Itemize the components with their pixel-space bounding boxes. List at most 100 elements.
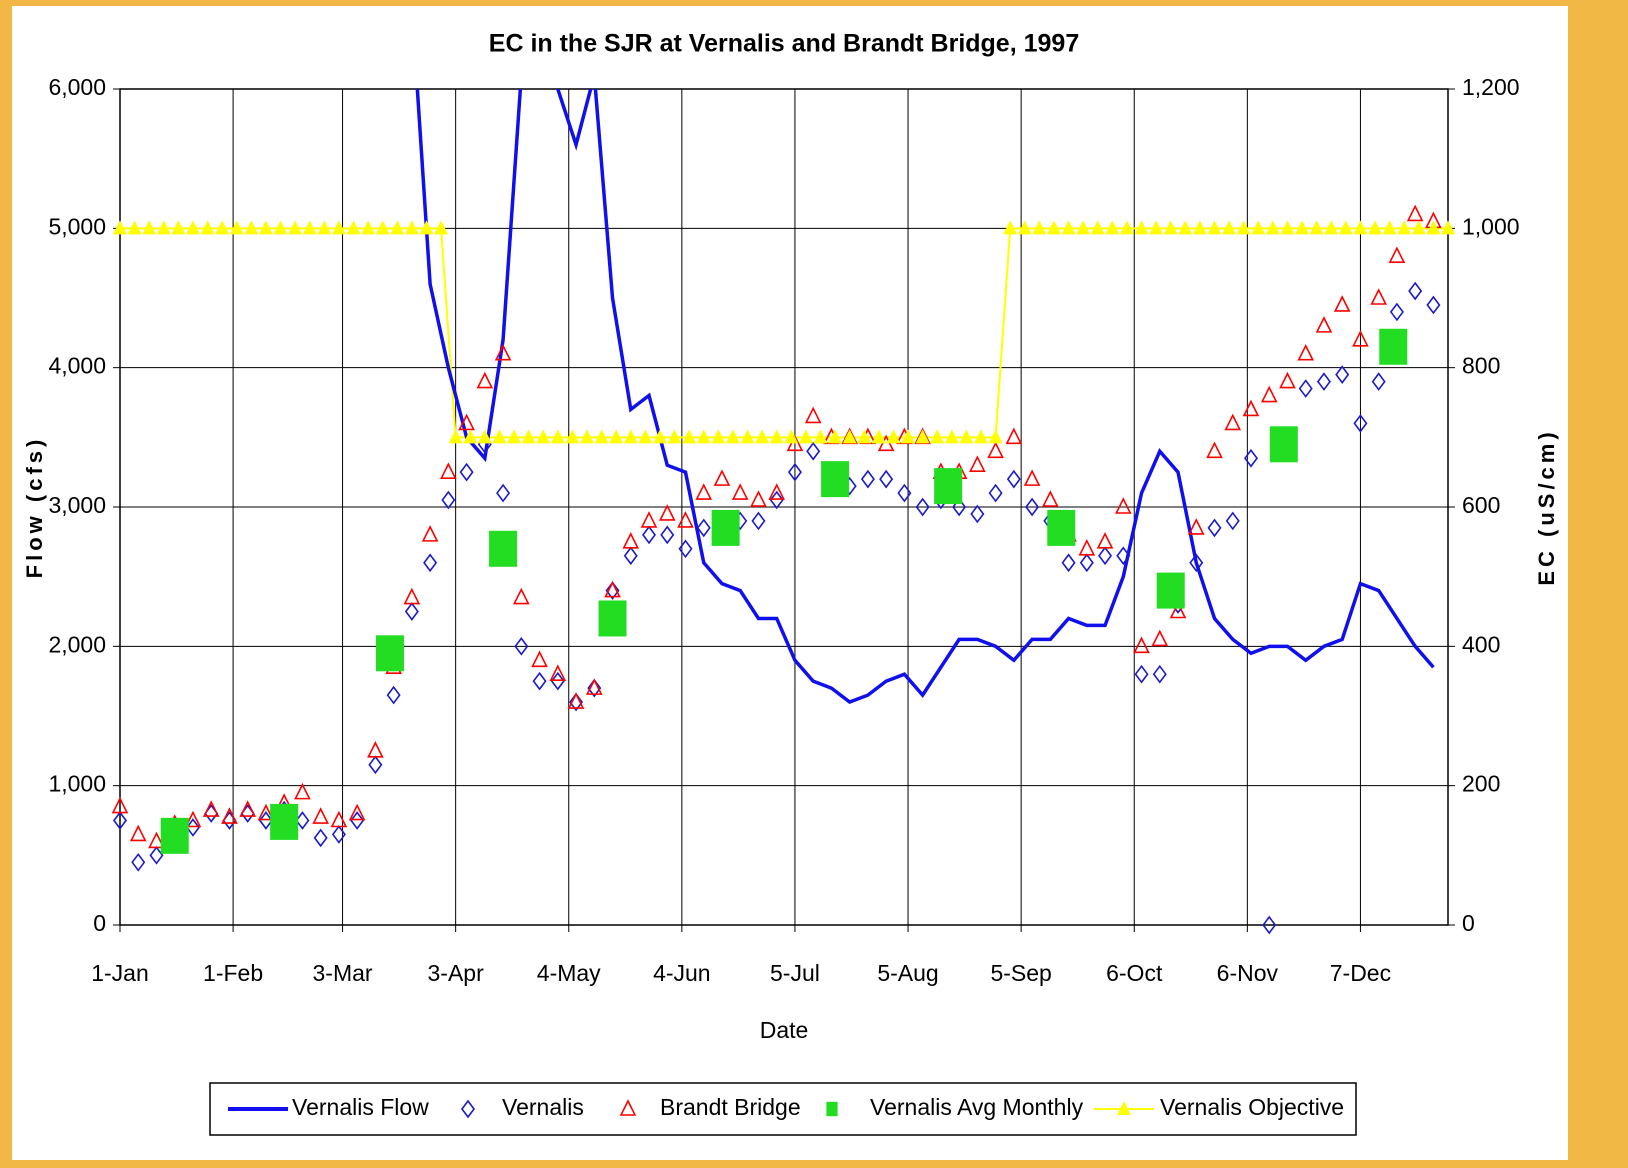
y2-tick-label: 200 <box>1462 771 1500 797</box>
triangle-marker <box>769 429 784 444</box>
y2-tick-label: 400 <box>1462 631 1500 657</box>
triangle-marker <box>988 429 1003 444</box>
diamond-marker <box>1298 379 1313 398</box>
y-tick-label: 3,000 <box>48 492 106 518</box>
triangle-marker <box>1309 220 1324 235</box>
x-tick-label: 6-Oct <box>1106 960 1163 986</box>
diamond-marker <box>532 671 547 691</box>
y-tick-label: 6,000 <box>48 74 106 100</box>
y-tick-label: 5,000 <box>48 213 106 239</box>
diamond-marker <box>368 755 383 775</box>
y2-tick-label: 1,000 <box>1462 213 1520 239</box>
triangle-marker <box>229 220 244 235</box>
triangle-marker <box>390 220 405 235</box>
triangle-marker <box>549 664 567 681</box>
triangle-marker <box>871 429 886 444</box>
legend-label: Vernalis Flow <box>292 1094 429 1120</box>
y2-tick-label: 600 <box>1462 492 1500 518</box>
triangle-marker <box>944 429 959 444</box>
square-marker <box>1156 572 1185 609</box>
triangle-marker <box>1333 295 1351 312</box>
diamond-marker <box>1389 302 1404 322</box>
triangle-marker <box>740 429 755 444</box>
triangle-marker <box>403 587 421 605</box>
triangle-marker <box>1295 220 1310 235</box>
diamond-marker <box>1134 664 1149 684</box>
triangle-marker <box>677 511 694 528</box>
triangle-marker <box>521 429 536 444</box>
triangle-marker <box>492 429 507 444</box>
diamond-marker <box>678 539 693 559</box>
square-marker <box>489 530 518 567</box>
triangle-marker <box>273 220 288 235</box>
square-marker <box>160 817 189 854</box>
diamond-marker <box>1098 546 1113 566</box>
triangle-marker <box>1260 385 1278 403</box>
legend-label: Vernalis <box>502 1094 584 1120</box>
diamond-marker <box>1316 372 1331 391</box>
triangle-marker <box>623 429 638 444</box>
triangle-marker <box>695 483 713 500</box>
triangle-marker <box>1265 220 1280 235</box>
triangle-marker <box>434 220 449 235</box>
triangle-marker <box>367 741 384 758</box>
triangle-marker <box>585 678 603 695</box>
diamond-marker <box>404 602 419 621</box>
square-marker <box>270 803 299 840</box>
triangle-marker <box>531 650 548 668</box>
triangle-marker <box>640 511 658 528</box>
triangle-marker <box>1224 413 1242 431</box>
diamond-marker <box>1408 281 1423 301</box>
chart-title: EC in the SJR at Vernalis and Brandt Bri… <box>489 30 1079 58</box>
triangle-marker <box>1134 220 1149 235</box>
triangle-marker <box>494 343 512 361</box>
diamond-marker <box>514 636 529 656</box>
y2-tick-label: 1,200 <box>1462 74 1520 100</box>
triangle-marker <box>1096 532 1114 549</box>
y-tick-label: 1,000 <box>48 771 106 797</box>
triangle-marker <box>567 692 585 709</box>
diamond-marker <box>1335 365 1350 384</box>
triangle-marker <box>1382 220 1397 235</box>
y-tick-label: 2,000 <box>48 631 106 657</box>
x-tick-label: 3-Apr <box>428 960 485 986</box>
x-tick-label: 7-Dec <box>1330 960 1391 986</box>
x-axis-label: Date <box>760 1017 809 1043</box>
triangle-marker <box>1115 497 1132 514</box>
triangle-marker <box>1441 220 1455 235</box>
diamond-marker <box>952 497 967 517</box>
triangle-marker <box>129 824 147 842</box>
triangle-marker <box>804 406 822 424</box>
triangle-marker <box>1370 288 1387 305</box>
y2-tick-label: 0 <box>1462 910 1475 936</box>
x-tick-label: 1-Jan <box>91 960 149 986</box>
y-tick-label: 0 <box>93 910 106 936</box>
triangle-marker <box>725 429 740 444</box>
triangle-marker <box>813 429 828 444</box>
square-marker <box>826 1101 838 1117</box>
y2-tick-label: 800 <box>1462 353 1500 379</box>
triangle-marker <box>302 220 317 235</box>
square-marker <box>1269 426 1298 463</box>
square-marker <box>1047 509 1076 546</box>
triangle-marker <box>1426 220 1441 235</box>
triangle-marker <box>1406 204 1424 222</box>
triangle-marker <box>987 441 1004 459</box>
triangle-marker <box>658 504 676 521</box>
diamond-marker <box>1225 511 1240 531</box>
diamond-marker <box>1025 497 1040 517</box>
triangle-marker <box>330 810 348 828</box>
triangle-marker <box>550 429 565 444</box>
diamond-marker <box>897 483 912 503</box>
triangle-marker <box>1315 316 1333 333</box>
triangle-marker <box>1046 220 1061 235</box>
triangle-marker <box>257 803 275 821</box>
triangle-marker <box>477 429 492 444</box>
diamond-marker <box>441 490 456 510</box>
diamond-marker <box>1189 553 1204 573</box>
triangle-marker <box>798 429 813 444</box>
diamond-marker <box>751 511 766 531</box>
x-tick-label: 4-May <box>537 960 601 986</box>
triangle-marker <box>1169 601 1187 619</box>
